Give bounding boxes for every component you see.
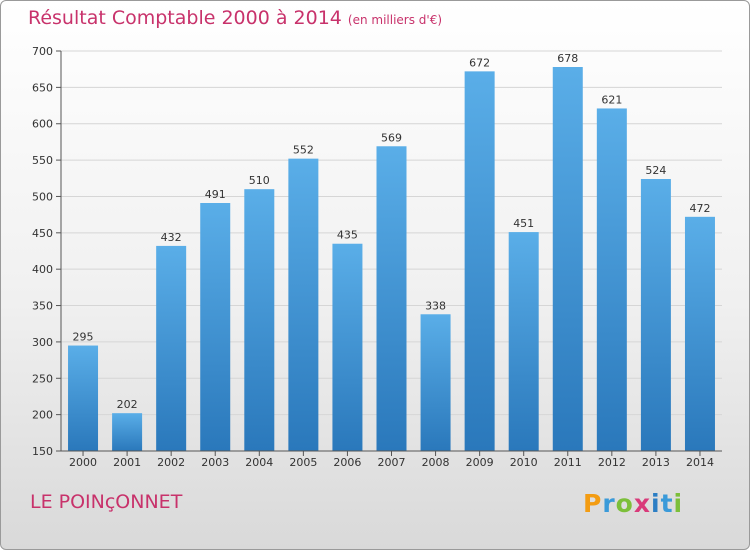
x-tick-label: 2001 — [113, 456, 141, 469]
bar-2004 — [244, 189, 275, 451]
y-tick-label: 700 — [32, 45, 53, 58]
bar-2012 — [596, 108, 627, 452]
x-tick-label: 2003 — [201, 456, 229, 469]
bar-2003 — [200, 203, 231, 451]
x-tick-label: 2005 — [289, 456, 317, 469]
x-tick-label: 2012 — [598, 456, 626, 469]
y-tick-label: 550 — [32, 154, 53, 167]
y-tick-label: 450 — [32, 227, 53, 240]
y-tick-label: 400 — [32, 263, 53, 276]
bar-2000 — [68, 345, 99, 451]
bar-labels: 295 202 432 491 510 552 435 569 338 672 451 678 621 5… — [73, 52, 711, 411]
bar-2008 — [420, 314, 451, 451]
y-tick-label: 600 — [32, 118, 53, 131]
bar-value-label: 435 — [337, 229, 358, 242]
bar-value-label: 672 — [469, 56, 490, 69]
x-tick-label: 2008 — [422, 456, 450, 469]
y-tick-label: 500 — [32, 190, 53, 203]
x-tick-label: 2009 — [466, 456, 494, 469]
x-tick-label: 2002 — [157, 456, 185, 469]
chart-subtitle: (en milliers d'€) — [347, 13, 443, 27]
bar-2001 — [112, 413, 143, 451]
bars — [68, 67, 715, 452]
bar-value-label: 432 — [161, 231, 182, 244]
bar-2013 — [640, 179, 671, 451]
bar-value-label: 491 — [205, 188, 226, 201]
y-tick-label: 300 — [32, 336, 53, 349]
x-axis-ticks: 2000 2001 2002 2003 2004 2005 2006 2007 2008 2009… — [69, 451, 714, 469]
x-tick-label: 2000 — [69, 456, 97, 469]
y-tick-label: 650 — [32, 81, 53, 94]
x-tick-label: 2014 — [686, 456, 714, 469]
commune-name: LE POINçONNET — [30, 491, 183, 513]
chart-title-text: Résultat Comptable 2000 à 2014 — [28, 7, 342, 29]
bar-value-label: 202 — [117, 398, 138, 411]
x-tick-label: 2011 — [554, 456, 582, 469]
bar-value-label: 510 — [249, 174, 270, 187]
y-axis-ticks: 150 200 250 300 350 400 450 500 550 600 650 700 — [32, 45, 61, 458]
bar-2009 — [464, 71, 495, 451]
bar-2005 — [288, 158, 319, 452]
bar-value-label: 295 — [73, 331, 94, 344]
proxiti-logo: Proxiti — [583, 489, 684, 518]
bar-2006 — [332, 243, 363, 451]
bar-value-label: 678 — [557, 52, 578, 65]
x-tick-label: 2013 — [642, 456, 670, 469]
bar-2014 — [684, 216, 715, 451]
y-tick-label: 150 — [32, 445, 53, 458]
bar-value-label: 524 — [645, 164, 666, 177]
chart-title: Résultat Comptable 2000 à 2014 (en millie… — [28, 7, 442, 29]
bar-2010 — [508, 232, 539, 451]
x-tick-label: 2004 — [245, 456, 273, 469]
y-tick-label: 350 — [32, 300, 53, 313]
bar-2011 — [552, 67, 583, 451]
bar-2007 — [376, 146, 407, 452]
bar-2002 — [156, 245, 187, 451]
bar-value-label: 451 — [513, 217, 534, 230]
bar-value-label: 621 — [601, 93, 622, 106]
x-tick-label: 2010 — [510, 456, 538, 469]
bar-value-label: 569 — [381, 131, 402, 144]
y-tick-label: 200 — [32, 409, 53, 422]
bar-value-label: 472 — [689, 202, 710, 215]
y-tick-label: 250 — [32, 372, 53, 385]
x-tick-label: 2007 — [378, 456, 406, 469]
bar-value-label: 552 — [293, 144, 314, 157]
bar-value-label: 338 — [425, 299, 446, 312]
x-tick-label: 2006 — [333, 456, 361, 469]
